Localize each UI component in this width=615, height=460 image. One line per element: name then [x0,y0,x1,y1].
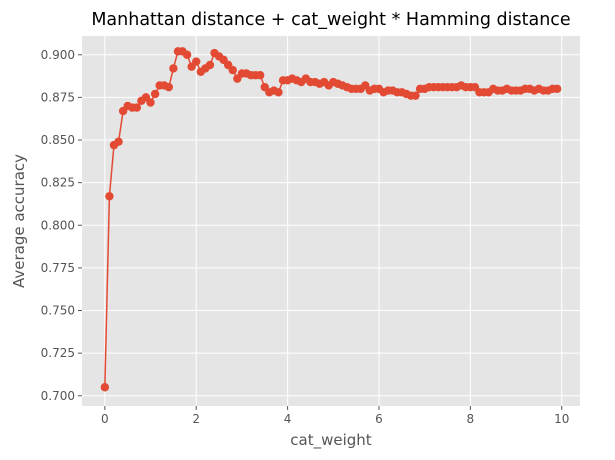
data-point [150,89,160,99]
y-tick-label: 0.750 [41,304,75,318]
data-point [100,383,110,392]
y-tick-label: 0.900 [41,48,75,62]
data-point [228,65,237,75]
data-point [164,82,174,92]
x-tick-label: 10 [554,412,569,426]
data-point [552,84,562,94]
y-axis-label: Average accuracy [10,154,28,288]
data-point [274,88,283,97]
x-tick-label: 0 [101,412,109,426]
chart-title: Manhattan distance + cat_weight * Hammin… [91,10,570,30]
data-point [255,71,265,80]
data-point [169,64,178,73]
data-point [205,60,215,70]
data-point [192,57,201,66]
y-tick-label: 0.850 [41,133,75,147]
data-point [182,50,192,59]
x-axis-ticks: 0 2 4 6 8 10 [101,406,569,426]
y-axis-ticks: 0.700 0.725 0.750 0.775 0.800 0.825 0.850 0.875… [41,48,82,403]
y-tick-label: 0.875 [41,90,75,104]
x-tick-label: 6 [375,412,383,426]
y-tick-label: 0.800 [41,218,75,232]
data-point [411,91,420,100]
x-tick-label: 2 [192,412,200,426]
x-tick-label: 8 [467,412,475,426]
y-tick-label: 0.775 [41,261,75,275]
data-point [146,98,155,107]
data-point [114,137,123,146]
y-tick-label: 0.725 [41,346,75,360]
series-layer [100,47,562,392]
data-point [105,192,114,201]
x-axis-label: cat_weight [290,431,372,450]
grid [82,36,580,406]
x-tick-label: 4 [284,412,292,426]
data-point [132,103,142,112]
y-tick-label: 0.700 [41,389,75,403]
y-tick-label: 0.825 [41,176,75,190]
